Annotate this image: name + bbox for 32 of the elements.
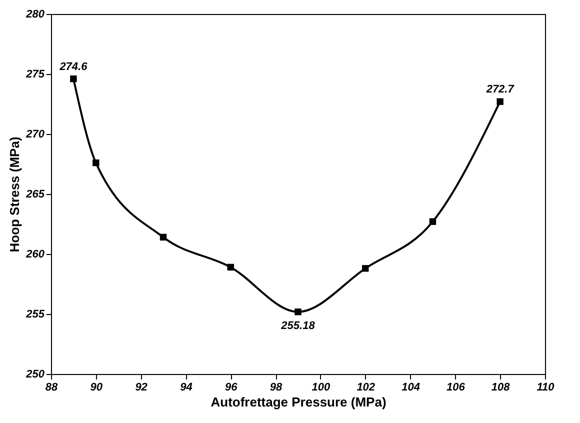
x-tick-label: 88 [45, 382, 58, 394]
data-label: 274.6 [58, 60, 88, 73]
y-tick-label: 275 [25, 68, 46, 80]
point [227, 264, 234, 271]
x-tick-label: 110 [536, 382, 556, 394]
point [92, 159, 100, 166]
x-tick-label: 106 [446, 382, 466, 394]
point [294, 308, 302, 316]
point [160, 234, 167, 241]
point [70, 75, 77, 82]
x-tick-label: 108 [491, 382, 511, 394]
x-axis-title: Autofrettage Pressure (MPa) [210, 394, 386, 410]
point [496, 98, 504, 105]
x-tick-label: 102 [356, 382, 376, 394]
x-tick-label: 104 [402, 382, 420, 394]
point [429, 218, 436, 225]
y-axis-title: Hoop Stress (MPa) [7, 136, 22, 252]
y-tick-label: 270 [25, 128, 46, 140]
x-tick-label: 98 [270, 382, 284, 394]
x-tick-label: 92 [135, 382, 148, 394]
data-label: 272.7 [485, 84, 515, 96]
x-tick-label: 94 [180, 382, 192, 394]
x-tick-label: 90 [90, 382, 104, 394]
x-tick-label: 100 [312, 382, 332, 394]
x-tick-label: 96 [225, 382, 238, 394]
y-tick-label: 250 [25, 368, 46, 380]
y-tick-label: 265 [25, 188, 46, 200]
point [362, 265, 369, 272]
data-label: 255.18 [280, 320, 316, 332]
y-tick-label: 260 [25, 248, 46, 260]
y-tick-label: 255 [25, 308, 46, 320]
y-tick-label: 280 [25, 8, 46, 20]
